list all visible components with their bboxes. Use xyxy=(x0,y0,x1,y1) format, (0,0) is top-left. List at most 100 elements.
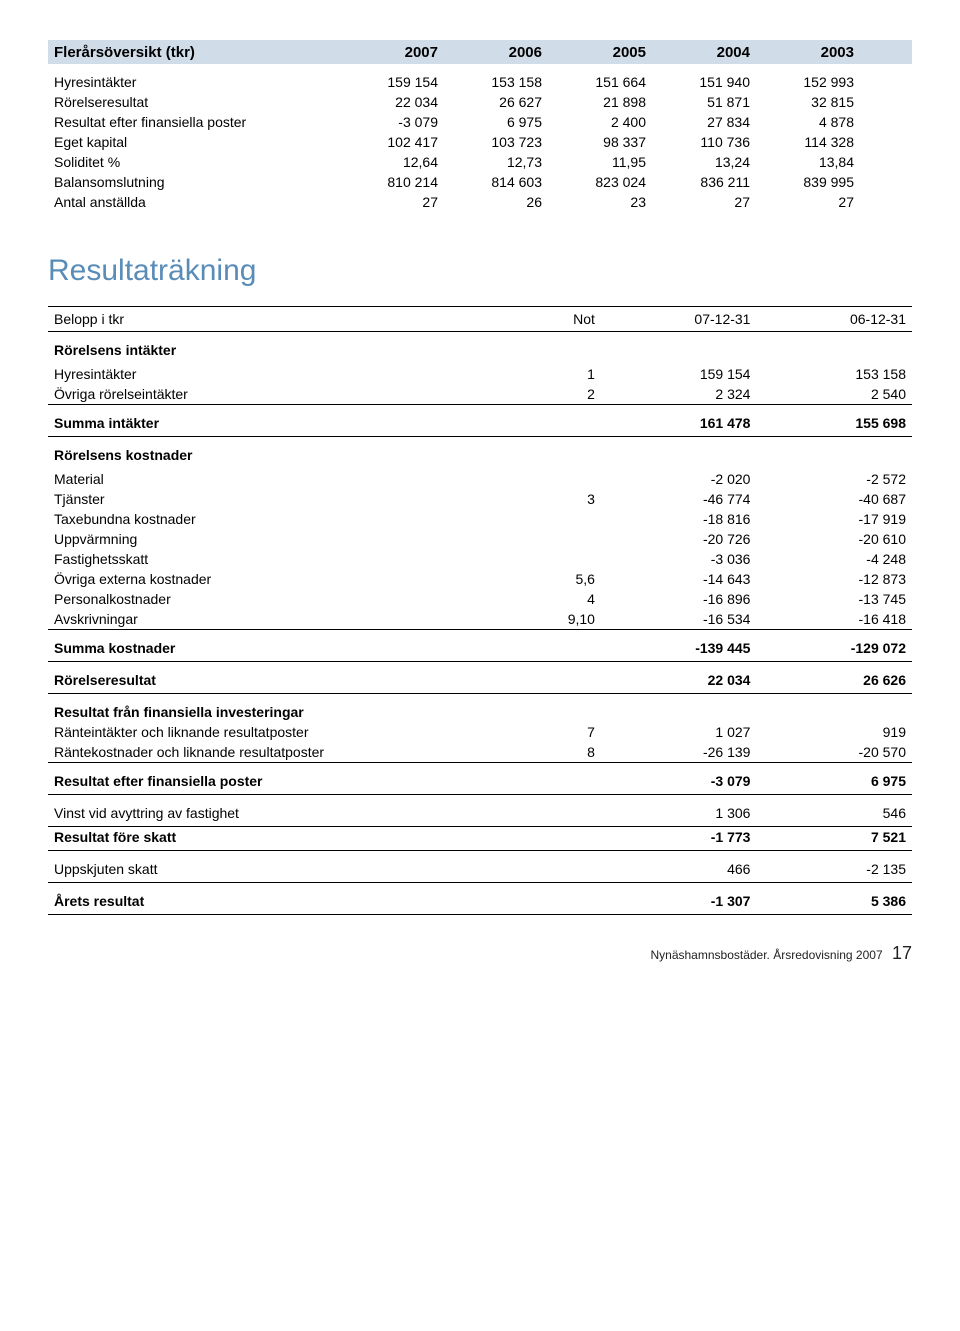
table-cell: -3 079 xyxy=(601,763,757,795)
table-cell: Material xyxy=(48,469,515,489)
table-cell: -46 774 xyxy=(601,489,757,509)
deferred-tax-row: Uppskjuten skatt466-2 135 xyxy=(48,851,912,883)
year-result-row: Årets resultat-1 3075 386 xyxy=(48,883,912,915)
table-cell: Personalkostnader xyxy=(48,589,515,609)
table-cell: -1 307 xyxy=(601,883,757,915)
table-cell xyxy=(515,529,601,549)
table-cell: -20 726 xyxy=(601,529,757,549)
overview-cell: 151 664 xyxy=(542,74,646,90)
table-cell xyxy=(515,332,601,361)
table-cell: 919 xyxy=(756,722,912,742)
year-col-3: 2004 xyxy=(646,44,750,61)
overview-cell: 32 815 xyxy=(750,94,854,110)
table-cell: 155 698 xyxy=(756,405,912,437)
table-row: Tjänster3-46 774-40 687 xyxy=(48,489,912,509)
overview-row: Hyresintäkter159 154153 158151 664151 94… xyxy=(48,72,912,92)
table-cell xyxy=(601,332,757,361)
overview-cell: 839 995 xyxy=(750,174,854,190)
table-cell xyxy=(756,694,912,723)
overview-row: Resultat efter finansiella poster-3 0796… xyxy=(48,112,912,132)
table-cell: -1 773 xyxy=(601,827,757,851)
table-cell: 466 xyxy=(601,851,757,883)
table-cell: Rörelseresultat xyxy=(48,662,515,694)
table-cell: Vinst vid avyttring av fastighet xyxy=(48,795,515,827)
overview-cell: 12,73 xyxy=(438,154,542,170)
table-cell: Avskrivningar xyxy=(48,609,515,630)
table-cell: 2 540 xyxy=(756,384,912,405)
table-cell: Uppskjuten skatt xyxy=(48,851,515,883)
table-cell xyxy=(601,694,757,723)
overview-cell: 810 214 xyxy=(334,174,438,190)
table-cell xyxy=(515,549,601,569)
table-cell xyxy=(515,827,601,851)
table-cell: -12 873 xyxy=(756,569,912,589)
table-row: Avskrivningar9,10-16 534-16 418 xyxy=(48,609,912,630)
table-cell: Resultat efter finansiella poster xyxy=(48,763,515,795)
table-cell: -3 036 xyxy=(601,549,757,569)
table-cell: -129 072 xyxy=(756,630,912,662)
year-col-2: 2005 xyxy=(542,44,646,61)
table-cell: 26 626 xyxy=(756,662,912,694)
overview-cell: 159 154 xyxy=(334,74,438,90)
overview-cell: 2 400 xyxy=(542,114,646,130)
before-tax-row: Resultat före skatt-1 7737 521 xyxy=(48,827,912,851)
table-row: Taxebundna kostnader -18 816-17 919 xyxy=(48,509,912,529)
table-cell: -2 020 xyxy=(601,469,757,489)
section-title: Resultaträkning xyxy=(48,254,912,288)
table-cell: Taxebundna kostnader xyxy=(48,509,515,529)
overview-cell: 21 898 xyxy=(542,94,646,110)
table-cell: Uppvärmning xyxy=(48,529,515,549)
table-cell: 153 158 xyxy=(756,364,912,384)
table-cell: -40 687 xyxy=(756,489,912,509)
table-row: Material-2 020-2 572 xyxy=(48,469,912,489)
overview-row-label: Antal anställda xyxy=(54,194,334,210)
table-cell xyxy=(601,437,757,466)
operating-result: Rörelseresultat22 03426 626 xyxy=(48,662,912,694)
footer-text: Nynäshamnsbostäder. Årsredovisning 2007 xyxy=(650,948,882,962)
table-cell: 1 306 xyxy=(601,795,757,827)
table-cell xyxy=(756,437,912,466)
overview-title: Flerårsöversikt (tkr) xyxy=(54,44,334,61)
overview-row-label: Resultat efter finansiella poster xyxy=(54,114,334,130)
table-cell xyxy=(515,662,601,694)
table-cell xyxy=(515,851,601,883)
overview-row-label: Balansomslutning xyxy=(54,174,334,190)
overview-cell: 13,84 xyxy=(750,154,854,170)
table-cell xyxy=(515,694,601,723)
overview-cell: 823 024 xyxy=(542,174,646,190)
year-col-4: 2003 xyxy=(750,44,854,61)
table-cell: 9,10 xyxy=(515,609,601,630)
overview-cell: 98 337 xyxy=(542,134,646,150)
table-cell: 5,6 xyxy=(515,569,601,589)
table-cell: -26 139 xyxy=(601,742,757,763)
table-row: Övriga externa kostnader5,6-14 643-12 87… xyxy=(48,569,912,589)
income-statement-table: Belopp i tkr Not 07-12-31 06-12-31 Rörel… xyxy=(48,306,912,915)
table-cell: 5 386 xyxy=(756,883,912,915)
table-cell: -17 919 xyxy=(756,509,912,529)
table-cell: -16 896 xyxy=(601,589,757,609)
table-cell: 2 xyxy=(515,384,601,405)
overview-cell: 51 871 xyxy=(646,94,750,110)
table-cell: 6 975 xyxy=(756,763,912,795)
table-cell: 1 027 xyxy=(601,722,757,742)
table-cell xyxy=(515,883,601,915)
table-cell: -139 445 xyxy=(601,630,757,662)
table-cell: 546 xyxy=(756,795,912,827)
overview-cell: 26 627 xyxy=(438,94,542,110)
table-cell: -20 610 xyxy=(756,529,912,549)
table-cell: 159 154 xyxy=(601,364,757,384)
table-row: Hyresintäkter1159 154153 158 xyxy=(48,364,912,384)
hdr-col-a: 07-12-31 xyxy=(601,307,757,332)
table-cell: 7 521 xyxy=(756,827,912,851)
table-header-row: Belopp i tkr Not 07-12-31 06-12-31 xyxy=(48,307,912,332)
table-cell: -13 745 xyxy=(756,589,912,609)
sum-row: Summa intäkter161 478155 698 xyxy=(48,405,912,437)
table-row: Räntekostnader och liknande resultatpost… xyxy=(48,742,912,763)
overview-row: Rörelseresultat22 03426 62721 89851 8713… xyxy=(48,92,912,112)
overview-header: Flerårsöversikt (tkr) 2007 2006 2005 200… xyxy=(48,40,912,64)
table-cell: -14 643 xyxy=(601,569,757,589)
table-cell: Räntekostnader och liknande resultatpost… xyxy=(48,742,515,763)
table-cell: Summa kostnader xyxy=(48,630,515,662)
table-cell: -18 816 xyxy=(601,509,757,529)
overview-cell: 103 723 xyxy=(438,134,542,150)
